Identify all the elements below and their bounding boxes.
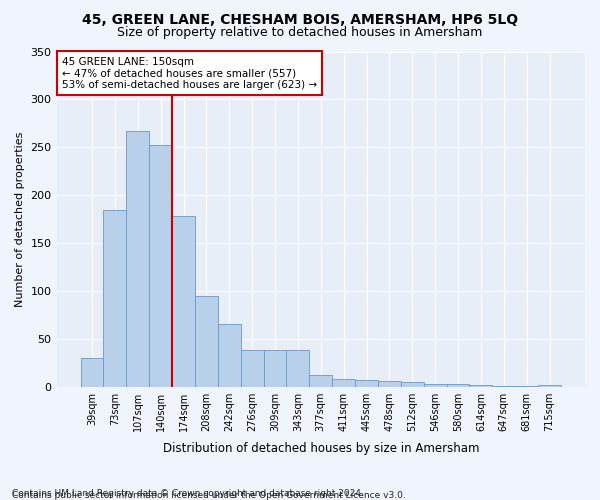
Bar <box>469 384 493 386</box>
Text: Size of property relative to detached houses in Amersham: Size of property relative to detached ho… <box>118 26 482 39</box>
Bar <box>127 131 149 386</box>
X-axis label: Distribution of detached houses by size in Amersham: Distribution of detached houses by size … <box>163 442 479 455</box>
Y-axis label: Number of detached properties: Number of detached properties <box>15 132 25 307</box>
Text: 45 GREEN LANE: 150sqm
← 47% of detached houses are smaller (557)
53% of semi-det: 45 GREEN LANE: 150sqm ← 47% of detached … <box>62 56 317 90</box>
Text: Contains HM Land Registry data © Crown copyright and database right 2024.: Contains HM Land Registry data © Crown c… <box>12 488 364 498</box>
Bar <box>286 350 310 386</box>
Text: 45, GREEN LANE, CHESHAM BOIS, AMERSHAM, HP6 5LQ: 45, GREEN LANE, CHESHAM BOIS, AMERSHAM, … <box>82 12 518 26</box>
Bar <box>149 146 172 386</box>
Bar <box>241 350 263 386</box>
Bar <box>172 216 195 386</box>
Text: Contains public sector information licensed under the Open Government Licence v3: Contains public sector information licen… <box>12 491 406 500</box>
Bar <box>401 382 424 386</box>
Bar <box>355 380 378 386</box>
Bar <box>263 350 286 386</box>
Bar <box>446 384 469 386</box>
Bar <box>103 210 127 386</box>
Bar <box>218 324 241 386</box>
Bar <box>80 358 103 386</box>
Bar <box>538 384 561 386</box>
Bar <box>424 384 446 386</box>
Bar <box>378 381 401 386</box>
Bar <box>195 296 218 386</box>
Bar <box>332 379 355 386</box>
Bar <box>310 375 332 386</box>
